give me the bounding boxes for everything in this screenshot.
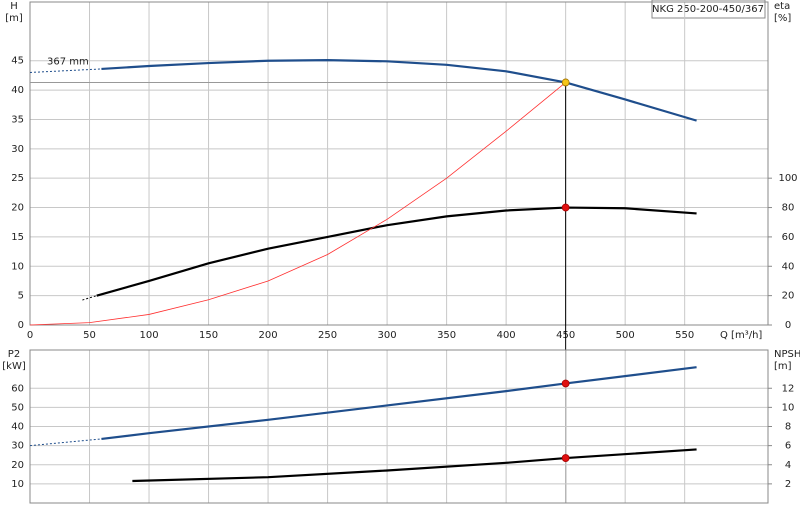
series-line (82, 295, 97, 301)
y-axis-label: H (10, 1, 18, 12)
y2-tick-label: 20 (782, 291, 795, 302)
title-box (651, 0, 766, 19)
plot-frame (29, 349, 769, 504)
y-tick-label: 40 (11, 85, 24, 96)
y-tick-label: 10 (11, 261, 24, 272)
y-tick-label: 30 (11, 144, 24, 155)
x-tick-label: 400 (497, 330, 516, 341)
plot-frame (29, 1, 769, 326)
y2-axis-label: [%] (774, 13, 791, 24)
y2-axis-label: eta (774, 1, 790, 12)
x-tick-label: 500 (616, 330, 635, 341)
y-tick-label: 30 (11, 441, 24, 452)
y-tick-label: 40 (11, 422, 24, 433)
y-tick-label: 0 (18, 320, 24, 331)
series-line (101, 59, 697, 122)
y-tick-label: 50 (11, 402, 24, 413)
series-line (96, 206, 697, 297)
y2-axis-label: NPSH (774, 349, 800, 360)
y-tick-label: 45 (11, 56, 24, 67)
series-line (29, 438, 102, 447)
y2-tick-label: 8 (785, 422, 791, 433)
y2-tick-label: 60 (782, 232, 795, 243)
y-axis-label: [kW] (2, 361, 26, 372)
operating-point (561, 454, 570, 462)
y-tick-label: 10 (11, 479, 24, 490)
x-axis-label: Q [m³/h] (720, 330, 762, 341)
y2-tick-label: 2 (785, 479, 791, 490)
series-line (132, 448, 697, 483)
annotation: 367 mm (47, 56, 89, 67)
y2-tick-label: 80 (782, 203, 795, 214)
y-axis-label: P2 (8, 349, 20, 360)
series-line (29, 82, 566, 326)
operating-point (561, 203, 570, 212)
x-tick-label: 250 (318, 330, 337, 341)
y-tick-label: 15 (11, 232, 24, 243)
y-tick-label: 20 (11, 203, 24, 214)
x-tick-label: 50 (83, 330, 96, 341)
y2-tick-label: 0 (785, 320, 791, 331)
y2-tick-label: 10 (782, 402, 795, 413)
y2-tick-label: 12 (782, 383, 795, 394)
y2-tick-label: 100 (778, 173, 797, 184)
y-tick-label: 35 (11, 114, 24, 125)
y-tick-label: 5 (18, 291, 24, 302)
y-tick-label: 60 (11, 383, 24, 394)
x-tick-label: 100 (139, 330, 158, 341)
x-tick-label: 300 (378, 330, 397, 341)
y-tick-label: 20 (11, 460, 24, 471)
y2-axis-label: [m] (774, 361, 792, 372)
series-line (101, 366, 697, 441)
x-tick-label: 150 (199, 330, 218, 341)
y2-tick-label: 4 (785, 460, 791, 471)
y-tick-label: 25 (11, 173, 24, 184)
operating-point (561, 379, 570, 388)
y-axis-label: [m] (5, 13, 23, 24)
x-tick-label: 550 (675, 330, 694, 341)
x-tick-label: 200 (259, 330, 278, 341)
x-tick-label: 350 (437, 330, 456, 341)
y2-tick-label: 40 (782, 261, 795, 272)
x-tick-label: 0 (27, 330, 33, 341)
operating-point (561, 78, 570, 87)
grid (29, 2, 768, 326)
series-line (29, 68, 102, 73)
chart-title: NKG 250-200-450/367 (652, 4, 764, 15)
y2-tick-label: 6 (785, 441, 791, 452)
